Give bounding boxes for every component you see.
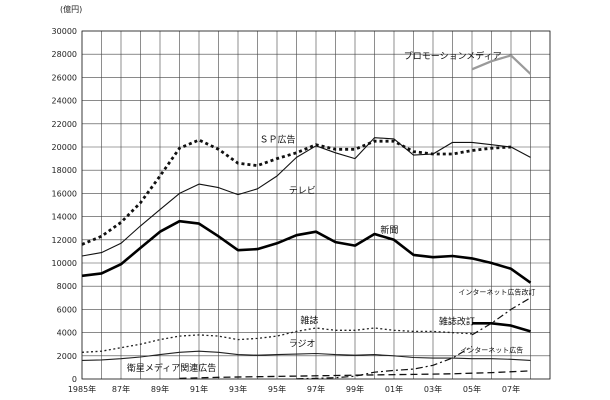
series-label: ラジオ [289, 339, 316, 350]
y-tick-label: 20000 [52, 143, 77, 152]
series-line-テレビ [81, 137, 531, 257]
y-tick-label: 26000 [52, 73, 77, 82]
y-tick-label: 10000 [52, 259, 77, 268]
series-label: インターネット広告 [460, 345, 523, 354]
y-tick-label: 24000 [52, 97, 77, 106]
x-tick-label: 1985年 [68, 384, 96, 394]
x-tick-label: 05年 [463, 384, 481, 394]
series-line-プロモーションメディア [471, 54, 532, 75]
axes: 0 2000 4000 6000 8000 10000 12000 14000 16000 180… [52, 4, 551, 394]
y-tick-label: 18000 [52, 166, 77, 175]
y-tick-label: 0 [72, 375, 77, 384]
x-tick-label: 87年 [112, 384, 130, 394]
x-tick-label: 91年 [190, 384, 208, 394]
unit-label: (億円) [60, 4, 82, 14]
x-tick-label: 97年 [307, 384, 325, 394]
series-line-新聞 [81, 219, 532, 284]
y-tick-label: 12000 [52, 236, 77, 245]
series-line-ラジオ [81, 350, 531, 361]
series-line-SP広告 [81, 138, 512, 246]
y-tick-label: 30000 [52, 27, 77, 36]
x-tick-label: 03年 [424, 384, 442, 394]
grid [81, 30, 551, 380]
series-label: プロモーションメディア [404, 50, 502, 62]
series-label: テレビ [289, 185, 316, 196]
y-tick-label: 6000 [57, 305, 77, 314]
y-tick-label: 22000 [52, 120, 77, 129]
y-tick-label: 4000 [57, 329, 77, 338]
y-tick-label: 28000 [52, 50, 77, 59]
series-label: インターネット広告改訂 [458, 287, 535, 296]
series-label: 衛星メディア関連広告 [127, 362, 216, 374]
y-tick-label: 2000 [57, 352, 77, 361]
x-tick-label: 95年 [268, 384, 286, 394]
series-line-衛星メディア関連広告 [179, 370, 531, 380]
series-line-インターネット広告改訂 [471, 297, 531, 336]
series-label: 雑誌改訂 [439, 315, 475, 327]
series-label: ＳＰ広告 [259, 133, 295, 145]
y-tick-label: 8000 [57, 282, 77, 291]
series-line-雑誌改訂 [472, 321, 531, 333]
x-tick-label: 99年 [346, 384, 364, 394]
series-label: 雑誌 [300, 314, 318, 326]
y-tick-label: 16000 [52, 189, 77, 198]
plot-frame [81, 30, 551, 380]
x-tick-label: 89年 [151, 384, 169, 394]
x-tick-label: 07年 [502, 384, 520, 394]
x-tick-label: 93年 [229, 384, 247, 394]
series-label: 新聞 [380, 224, 398, 236]
series-lines [81, 54, 532, 380]
y-tick-label: 14000 [52, 213, 77, 222]
x-tick-label: 01年 [385, 384, 403, 394]
